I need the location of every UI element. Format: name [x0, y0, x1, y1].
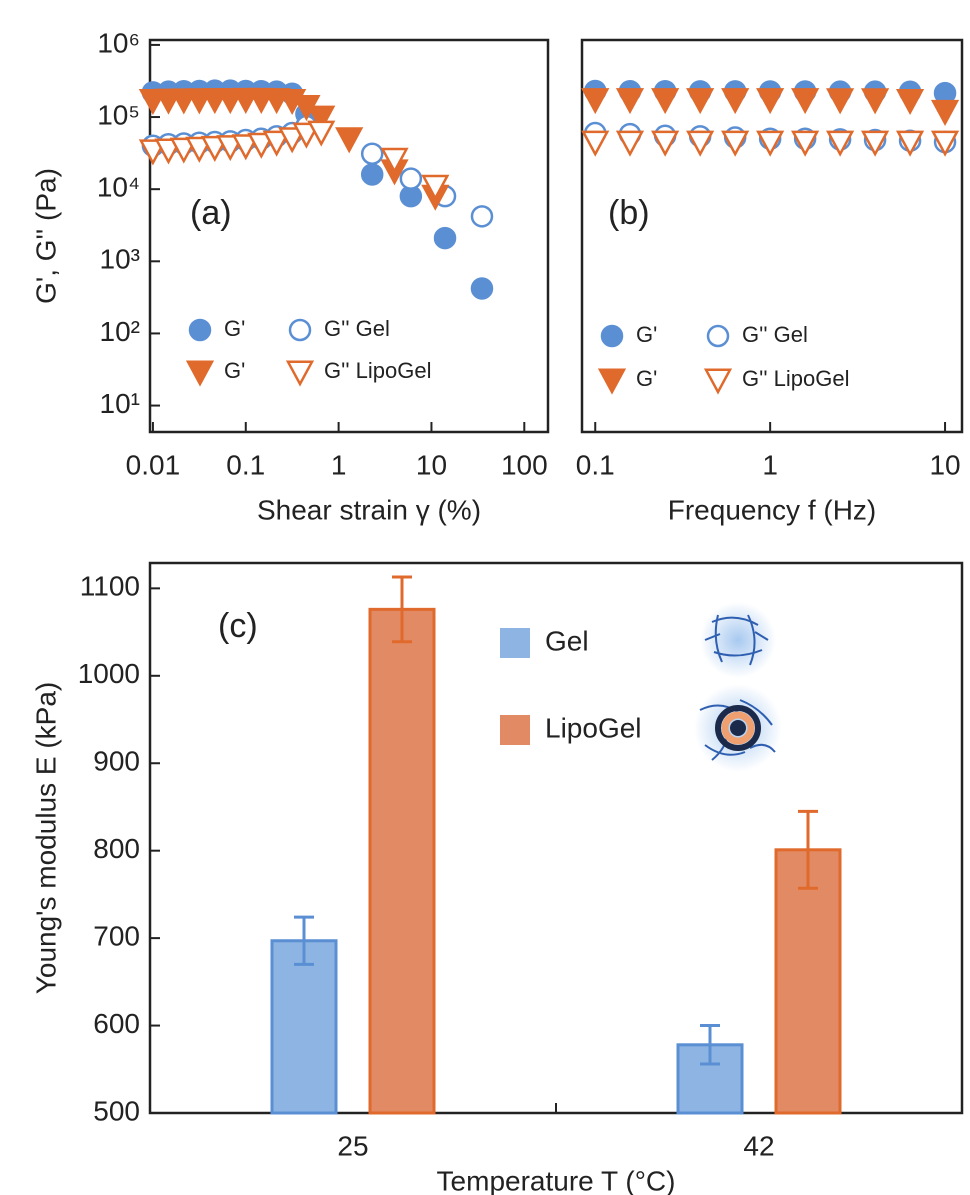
data-point: [826, 88, 855, 115]
data-point: [930, 130, 960, 157]
x-tick-label: 0.1: [576, 449, 615, 480]
error-bar: [700, 1024, 720, 1066]
error-bar: [392, 575, 412, 644]
legend-marker: [188, 318, 212, 342]
x-axis-label: Temperature T (°C): [437, 1165, 676, 1195]
legend-marker: [706, 324, 730, 348]
legend-swatch: [500, 715, 530, 745]
y-tick-label: 10¹: [100, 388, 140, 419]
data-point: [433, 226, 457, 250]
error-bar: [798, 809, 818, 890]
y-tick-label: 1100: [80, 571, 140, 602]
y-tick-label: 800: [93, 833, 140, 864]
legend-label: G': [636, 322, 657, 347]
data-point: [380, 147, 409, 174]
x-tick-label: 0.1: [226, 449, 265, 480]
x-axis-label: Frequency f (Hz): [668, 494, 877, 525]
legend-marker: [288, 318, 312, 342]
legend-label: G': [224, 316, 245, 341]
data-point: [791, 130, 820, 157]
y-tick-label: 10²: [100, 316, 140, 347]
data-point: [651, 130, 680, 157]
data-point: [262, 130, 291, 157]
plot-frame: [580, 38, 964, 434]
data-point: [721, 130, 750, 157]
legend-swatch: [500, 628, 530, 658]
legend-label: G'' LipoGel: [742, 366, 849, 391]
data-point: [791, 88, 820, 115]
data-point: [756, 88, 785, 115]
y-tick-label: 1000: [78, 658, 140, 689]
data-point: [421, 174, 450, 201]
legend-marker: [185, 360, 215, 387]
y-tick-label: 700: [93, 921, 140, 952]
data-point: [470, 277, 494, 300]
plot-frame: [148, 38, 550, 434]
gel-icon: [700, 602, 776, 678]
y-tick-label: 10³: [100, 244, 140, 275]
x-axis-label: Shear strain γ (%): [257, 494, 481, 525]
y-tick-label: 900: [93, 746, 140, 777]
y-axis-label: Young's modulus E (kPa): [30, 682, 61, 994]
legend-marker: [600, 324, 624, 348]
panel-label: (c): [218, 607, 258, 645]
x-tick-label: 1: [762, 449, 778, 480]
data-point: [470, 205, 494, 228]
data-point: [307, 120, 336, 147]
legend-label: Gel: [545, 625, 589, 656]
x-tick-label: 10: [929, 449, 960, 480]
x-tick-label: 1: [331, 449, 347, 480]
data-point: [756, 130, 785, 157]
data-point: [615, 130, 645, 157]
data-point: [615, 88, 645, 115]
panel-label: (a): [190, 194, 232, 232]
legend-label: G'' LipoGel: [324, 358, 431, 383]
y-tick-label: 10⁵: [97, 99, 140, 130]
data-point: [686, 88, 715, 115]
x-tick-label: 100: [501, 449, 548, 480]
legend-marker: [285, 360, 315, 387]
data-point: [860, 88, 890, 115]
x-tick-label: 10: [416, 449, 447, 480]
data-point: [860, 130, 890, 157]
data-point: [651, 88, 680, 115]
y-tick-label: 10⁶: [97, 27, 140, 58]
x-tick-label: 42: [743, 1130, 774, 1161]
data-point: [360, 163, 384, 186]
bar: [270, 939, 338, 1115]
error-bar: [294, 915, 314, 966]
data-point: [360, 142, 384, 165]
data-point: [581, 88, 610, 115]
legend-label: LipoGel: [545, 712, 642, 743]
data-point: [686, 130, 715, 157]
data-point: [895, 88, 925, 116]
data-point: [721, 88, 750, 115]
data-point: [399, 167, 423, 190]
x-tick-label: 25: [337, 1130, 368, 1161]
legend-label: G'' Gel: [324, 316, 390, 341]
data-point: [335, 127, 364, 154]
y-tick-label: 10⁴: [97, 172, 140, 203]
panel-label: (b): [608, 194, 650, 232]
legend-label: G'' Gel: [742, 322, 808, 347]
legend-marker: [703, 368, 733, 395]
bar: [368, 607, 436, 1115]
data-point: [826, 130, 855, 157]
legend-label: G': [636, 366, 657, 391]
legend-label: G': [224, 358, 245, 383]
lipogel-icon: [694, 684, 782, 772]
bar: [774, 848, 842, 1115]
data-point: [581, 130, 610, 157]
data-point: [247, 132, 276, 159]
y-tick-label: 600: [93, 1008, 140, 1039]
x-tick-label: 0.01: [126, 449, 181, 480]
data-point: [307, 105, 336, 132]
legend-marker: [597, 368, 627, 395]
data-point: [930, 99, 960, 126]
data-point: [278, 127, 307, 154]
y-axis-label: G', G'' (Pa): [30, 168, 61, 304]
data-point: [895, 130, 925, 157]
y-tick-label: 500: [93, 1095, 140, 1126]
